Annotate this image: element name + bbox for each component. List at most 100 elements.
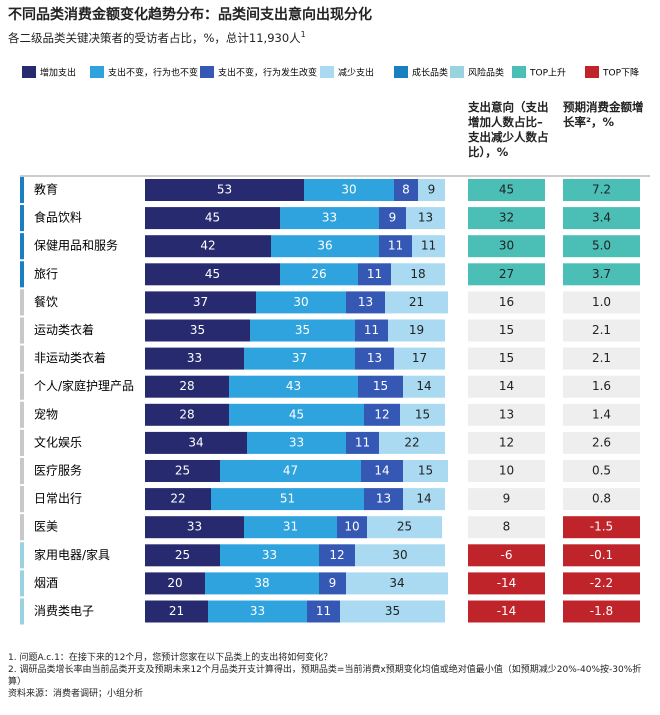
legend-swatch xyxy=(585,66,599,78)
bar-value-label: 20 xyxy=(167,576,182,590)
table-value: 12 xyxy=(499,435,514,449)
bar-value-label: 11 xyxy=(316,604,331,618)
bar-value-label: 26 xyxy=(311,267,326,281)
group-marker xyxy=(20,429,24,456)
bar-segment xyxy=(403,375,445,398)
bar-value-label: 8 xyxy=(402,183,410,197)
table-value: 27 xyxy=(499,267,514,281)
table-value: 32 xyxy=(499,211,514,225)
bar-value-label: 9 xyxy=(428,183,436,197)
table-value: 1.4 xyxy=(592,407,611,421)
bar-segment xyxy=(361,460,403,482)
table-cell xyxy=(468,291,545,314)
bar-segment xyxy=(145,235,271,258)
table-value: 15 xyxy=(499,351,514,365)
table-cell xyxy=(563,207,640,230)
group-marker xyxy=(20,570,24,597)
bar-segment xyxy=(145,263,280,286)
bar-segment xyxy=(319,544,355,567)
bar-segment xyxy=(250,319,355,342)
column-header: 预期消费金额增长率²，% xyxy=(563,100,644,129)
table-value: 13 xyxy=(499,407,514,421)
table-cell xyxy=(468,179,545,201)
chart-subtitle: 各二级品类关键决策者的受访者占比，%，总计11,930人1 xyxy=(8,30,306,46)
chart: 增加支出 支出不变，行为也不变 支出不变，行为发生改变 减少支出 成长品类 风险品类 TOP… xyxy=(20,66,650,625)
table-cell xyxy=(563,375,640,398)
table-value: 10 xyxy=(499,464,514,478)
group-marker xyxy=(20,598,24,625)
table-value: 15 xyxy=(499,323,514,337)
bar-segment xyxy=(220,544,319,567)
table-cell xyxy=(563,544,640,567)
category-label: 医美 xyxy=(34,520,58,534)
legend-label: TOP上升 xyxy=(529,68,566,79)
bar-segment xyxy=(145,488,211,511)
bar-segment xyxy=(319,572,346,595)
table-cell xyxy=(468,207,545,230)
bar-segment xyxy=(145,460,220,482)
bar-segment xyxy=(145,347,244,370)
bar-segment xyxy=(379,235,412,258)
bar-segment xyxy=(400,403,445,426)
legend-swatch xyxy=(90,66,104,78)
table-value: -0.1 xyxy=(590,548,613,562)
bar-value-label: 25 xyxy=(175,464,190,478)
bar-segment xyxy=(211,488,364,511)
bar-segment xyxy=(208,600,307,623)
legend-label: TOP下降 xyxy=(602,67,639,79)
table-cell xyxy=(468,235,545,258)
bar-segment xyxy=(307,600,340,623)
bar-value-label: 9 xyxy=(329,576,337,590)
bar-segment xyxy=(244,516,337,539)
legend-swatch xyxy=(394,66,408,78)
table-cell xyxy=(563,516,640,539)
bar-value-label: 10 xyxy=(344,520,359,534)
footnote: 1. 问题A.c.1：在接下来的12个月，您预计您家在以下品类上的支出将如何变化… xyxy=(8,653,333,663)
table-cell xyxy=(563,572,640,595)
legend-label: 减少支出 xyxy=(338,67,374,79)
bar-value-label: 35 xyxy=(190,323,205,337)
table-value: 1.6 xyxy=(592,379,611,393)
bar-value-label: 36 xyxy=(317,239,332,253)
bar-value-label: 45 xyxy=(205,211,220,225)
bar-value-label: 43 xyxy=(286,379,301,393)
legend-label: 增加支出 xyxy=(40,67,76,79)
table-cell xyxy=(563,431,640,454)
bar-value-label: 14 xyxy=(416,379,431,393)
table-value: 2.6 xyxy=(592,435,611,449)
table-value: 16 xyxy=(499,295,514,309)
bar-segment xyxy=(367,516,442,539)
category-label: 保健用品和服务 xyxy=(34,238,118,253)
table-cell xyxy=(468,347,545,370)
bar-value-label: 11 xyxy=(364,323,379,337)
bar-value-label: 11 xyxy=(388,239,403,253)
table-value: -14 xyxy=(497,576,517,590)
category-label: 餐饮 xyxy=(34,294,58,309)
category-label: 家用电器/家具 xyxy=(34,547,110,562)
group-marker xyxy=(20,345,24,372)
table-cell xyxy=(468,572,545,595)
table-cell xyxy=(468,516,545,539)
bar-value-label: 45 xyxy=(289,407,304,421)
table-cell xyxy=(468,431,545,454)
bar-segment xyxy=(406,207,445,230)
table-cell xyxy=(563,347,640,370)
bar-segment xyxy=(280,207,379,230)
bar-segment xyxy=(145,375,229,398)
category-label: 消费类电子 xyxy=(34,604,94,618)
group-marker xyxy=(20,542,24,569)
group-marker xyxy=(20,261,24,288)
bar-segment xyxy=(205,572,319,595)
bar-value-label: 47 xyxy=(283,464,298,478)
bar-segment xyxy=(346,291,385,314)
category-label: 个人/家庭护理产品 xyxy=(34,378,134,393)
bar-segment xyxy=(358,263,391,286)
bar-value-label: 33 xyxy=(187,351,202,365)
bar-value-label: 25 xyxy=(397,520,412,534)
group-marker xyxy=(20,205,24,232)
table-value: 9 xyxy=(503,492,511,506)
category-label: 文化娱乐 xyxy=(34,434,82,449)
bar-segment xyxy=(145,319,250,342)
bar-segment xyxy=(379,431,445,454)
bar-value-label: 15 xyxy=(418,464,433,478)
